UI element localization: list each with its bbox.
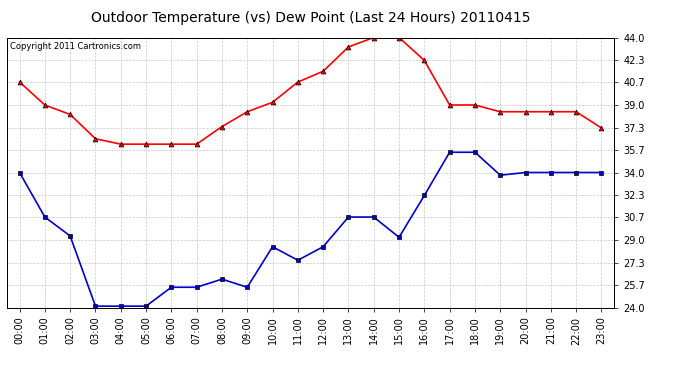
Text: Copyright 2011 Cartronics.com: Copyright 2011 Cartronics.com bbox=[10, 42, 141, 51]
Text: Outdoor Temperature (vs) Dew Point (Last 24 Hours) 20110415: Outdoor Temperature (vs) Dew Point (Last… bbox=[91, 11, 530, 25]
